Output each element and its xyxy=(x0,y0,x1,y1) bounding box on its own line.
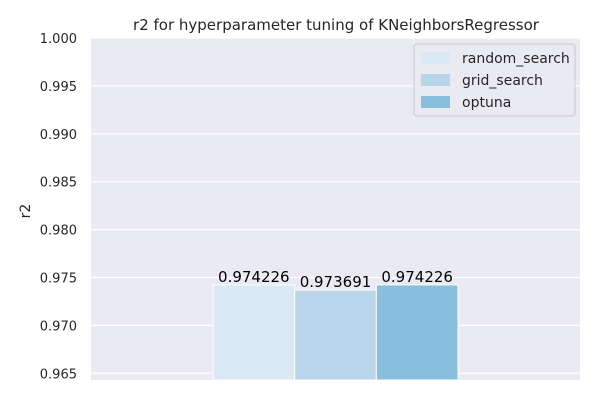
bar-random-search xyxy=(212,284,296,381)
y-tick-label: 1.000 xyxy=(40,32,77,47)
y-tick-label: 0.965 xyxy=(40,367,77,382)
bar-value-label: 0.974226 xyxy=(381,268,453,286)
y-tick-label: 0.990 xyxy=(40,128,77,143)
bar-grid-search xyxy=(294,289,377,381)
legend-swatch xyxy=(421,96,450,108)
bars xyxy=(212,284,459,381)
legend-label: optuna xyxy=(462,95,511,111)
y-tick-label: 0.980 xyxy=(40,224,77,239)
legend-swatch xyxy=(421,74,450,86)
y-tick-label: 0.970 xyxy=(40,319,77,334)
bar-value-label: 0.974226 xyxy=(218,268,290,286)
bar-value-label: 0.973691 xyxy=(300,273,372,291)
legend-label: grid_search xyxy=(462,73,543,89)
y-tick-label: 0.995 xyxy=(40,80,77,95)
y-tick-label: 0.985 xyxy=(40,176,77,191)
legend-frame xyxy=(413,43,576,117)
bar-value-labels: 0.974226 0.973691 0.974226 xyxy=(218,268,453,291)
y-tick-labels: 0.965 0.970 0.975 0.980 0.985 0.990 0.995 1.000 xyxy=(40,32,77,382)
legend-label: random_search xyxy=(462,51,570,67)
y-axis-label: r2 xyxy=(18,204,34,219)
bar-optuna xyxy=(375,284,459,381)
y-tick-label: 0.975 xyxy=(40,271,77,286)
chart-title: r2 for hyperparameter tuning of KNeighbo… xyxy=(133,16,540,34)
legend-swatch xyxy=(421,52,450,64)
